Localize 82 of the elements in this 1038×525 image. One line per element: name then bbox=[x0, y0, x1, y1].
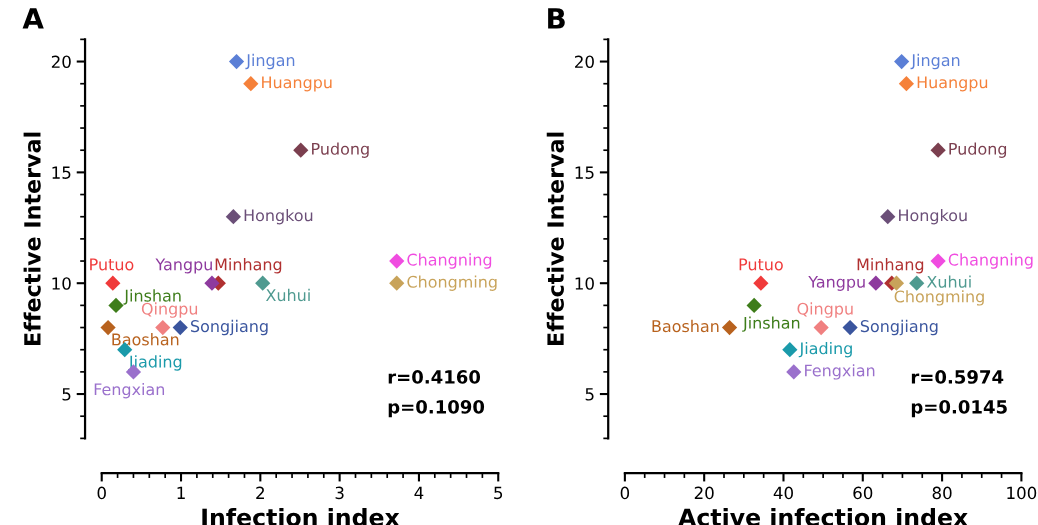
y-tick-label: 10 bbox=[575, 277, 594, 290]
y-tick-label: 15 bbox=[52, 166, 71, 179]
series-label: Baoshan bbox=[652, 319, 719, 333]
series-label: Jiading bbox=[798, 341, 852, 358]
point bbox=[108, 297, 124, 313]
series-label: Xuhui bbox=[926, 275, 971, 288]
x-tick-label: 100 bbox=[1007, 486, 1037, 500]
x-tick-label: 4 bbox=[414, 486, 424, 499]
chart-title: A bbox=[22, 8, 44, 29]
point bbox=[753, 275, 769, 291]
series-label: Jiading bbox=[128, 355, 182, 371]
point bbox=[880, 209, 896, 225]
series-label: Yangpu bbox=[155, 258, 212, 274]
point bbox=[389, 275, 405, 291]
point bbox=[930, 142, 946, 158]
point bbox=[813, 319, 829, 336]
x-tick-label: 80 bbox=[932, 486, 952, 500]
x-tick-label: 40 bbox=[773, 486, 793, 500]
x-tick-label: 3 bbox=[335, 486, 344, 500]
series-label: Songjiang bbox=[191, 319, 268, 336]
point bbox=[746, 297, 762, 313]
series-label: Huangpu bbox=[917, 76, 988, 92]
point bbox=[243, 76, 259, 92]
series-label: Jingan bbox=[245, 53, 295, 70]
series-label: Minhang bbox=[215, 258, 282, 274]
y-tick-label: 5 bbox=[585, 388, 594, 401]
point bbox=[930, 253, 946, 269]
point bbox=[225, 209, 241, 225]
point bbox=[894, 53, 910, 70]
annotation: p=0.1090 bbox=[388, 400, 485, 418]
x-tick-label: 1 bbox=[177, 486, 185, 499]
series-label: Qingpu bbox=[797, 302, 853, 318]
chart-title: B bbox=[548, 8, 565, 29]
point bbox=[782, 342, 798, 358]
series-label: Jingan bbox=[910, 53, 960, 70]
y-tick-label: 5 bbox=[62, 388, 71, 401]
x-tick-label: 20 bbox=[694, 486, 714, 500]
series-label: Hongkou bbox=[899, 208, 967, 225]
series-label: Jinshan bbox=[742, 316, 800, 332]
series-label: Baoshan bbox=[112, 333, 179, 346]
point bbox=[293, 142, 309, 158]
point bbox=[105, 275, 121, 291]
series-label: Putuo bbox=[90, 258, 134, 271]
series-label: Huangpu bbox=[262, 76, 332, 92]
series-label: Changning bbox=[948, 253, 1033, 269]
annotation: r=0.5974 bbox=[911, 370, 1004, 384]
annotation: p=0.0145 bbox=[911, 400, 1007, 418]
x-tick-label: 0 bbox=[620, 486, 630, 500]
y-tick-label: 20 bbox=[51, 55, 71, 69]
x-tick-label: 5 bbox=[494, 486, 503, 500]
x-tick-label: 60 bbox=[853, 486, 873, 500]
point bbox=[898, 76, 915, 92]
y-tick-label: 20 bbox=[575, 55, 594, 69]
y-tick-label: 15 bbox=[575, 166, 594, 179]
point bbox=[868, 275, 884, 291]
annotation: r=0.4160 bbox=[388, 370, 481, 384]
series-label: Fengxian bbox=[94, 382, 165, 399]
point bbox=[389, 253, 405, 269]
series-label: Hongkou bbox=[244, 208, 313, 225]
series-label: Chongming bbox=[894, 290, 984, 306]
y-axis-title: Effective Interval bbox=[546, 132, 564, 345]
point bbox=[204, 275, 220, 291]
x-tick-label: 2 bbox=[256, 486, 264, 499]
point bbox=[228, 53, 245, 70]
x-tick-label: 0 bbox=[97, 486, 106, 500]
y-tick-label: 10 bbox=[52, 277, 71, 290]
point bbox=[888, 275, 905, 291]
series-label: Putuo bbox=[739, 258, 783, 271]
series-label: Minhang bbox=[857, 258, 924, 274]
series-label: Xuhui bbox=[265, 288, 310, 302]
series-label: Pudong bbox=[312, 142, 369, 158]
point bbox=[786, 364, 802, 380]
y-axis-title: Effective Interval bbox=[23, 132, 41, 345]
point bbox=[721, 319, 738, 336]
point bbox=[842, 319, 858, 336]
series-label: Yangpu bbox=[808, 275, 865, 291]
series-label: Pudong bbox=[949, 142, 1007, 158]
series-label: Changning bbox=[407, 253, 492, 269]
point bbox=[909, 275, 925, 291]
series-label: Chongming bbox=[407, 275, 497, 291]
series-label: Songjiang bbox=[860, 319, 938, 336]
series-label: Fengxian bbox=[805, 364, 875, 380]
